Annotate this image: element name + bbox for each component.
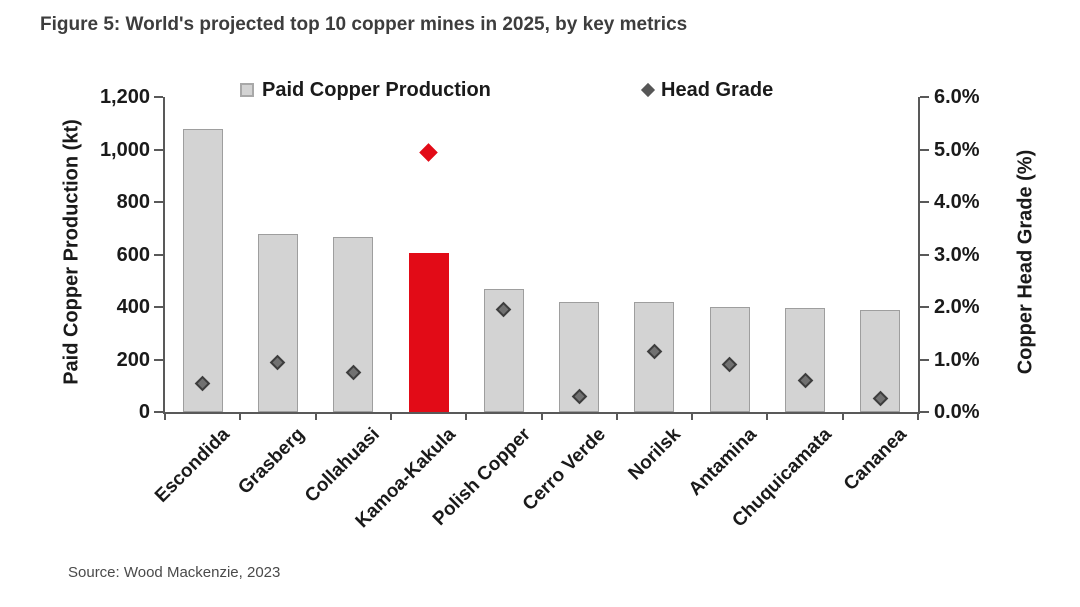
right-axis-tick — [920, 306, 929, 308]
category-label: Norilsk — [624, 424, 686, 485]
category-label: Escondida — [150, 424, 234, 507]
x-axis-tick — [239, 414, 242, 420]
category-label: Antamina — [684, 424, 761, 501]
category-label: Grasberg — [234, 424, 309, 499]
category-label: Kamoa-Kakula — [351, 424, 460, 533]
right-axis-tick — [920, 148, 929, 151]
left-axis-tick — [154, 253, 163, 256]
x-axis-tick — [691, 414, 694, 420]
right-axis-tick-label: 3.0% — [934, 243, 980, 266]
legend-head-grade-label: Head Grade — [661, 78, 774, 101]
left-axis-tick — [154, 148, 163, 151]
x-axis-tick — [465, 414, 468, 420]
left-axis-tick-label: 400 — [116, 296, 150, 318]
legend-item-head-grade: Head Grade — [640, 78, 774, 102]
category-label: Chuquicamata — [728, 424, 836, 532]
right-axis-tick-label: 6.0% — [934, 86, 980, 108]
left-axis-tick — [154, 201, 163, 203]
diamond-swatch-icon — [640, 82, 656, 98]
left-axis-tick — [154, 96, 163, 98]
left-axis-tick-label: 600 — [116, 243, 150, 266]
bar-swatch-icon — [240, 83, 254, 97]
bottom-axis-line — [163, 412, 920, 414]
right-axis-tick-label: 2.0% — [934, 296, 980, 318]
category-label: Polish Copper — [428, 424, 535, 530]
x-axis-tick — [615, 414, 618, 420]
right-axis-tick — [920, 201, 929, 203]
left-axis-tick-label: 0 — [138, 401, 150, 423]
x-axis-tick — [917, 414, 919, 420]
x-axis-tick — [540, 414, 543, 420]
left-axis-tick-label: 1,200 — [99, 86, 150, 108]
category-label: Cerro Verde — [518, 424, 610, 516]
category-label: Collahuasi — [301, 424, 385, 507]
right-axis-tick-label: 0.0% — [934, 401, 980, 423]
bar-chuquicamata — [785, 308, 826, 412]
bar-grasberg — [257, 233, 298, 412]
bar-collahuasi — [333, 237, 374, 412]
right-axis-tick-label: 4.0% — [934, 191, 980, 213]
right-axis-tick — [920, 411, 929, 413]
bar-escondida — [182, 128, 223, 412]
source-note: Source: Wood Mackenzie, 2023 — [68, 564, 281, 581]
legend-production-label: Paid Copper Production — [262, 78, 491, 101]
left-axis-line — [163, 97, 165, 414]
legend-item-production: Paid Copper Production — [240, 78, 491, 102]
x-axis-tick — [314, 414, 317, 420]
right-axis-line — [918, 97, 920, 414]
x-axis-tick — [164, 414, 166, 420]
left-axis-tick-label: 800 — [116, 191, 150, 213]
right-axis-tick-label: 1.0% — [934, 348, 980, 371]
right-axis-tick — [920, 253, 929, 256]
category-label: Cananea — [840, 424, 912, 495]
x-axis-tick — [766, 414, 769, 420]
right-axis-tick — [920, 96, 929, 98]
head-grade-point-kamoa-kakula — [419, 142, 438, 162]
figure-title: Figure 5: World's projected top 10 coppe… — [40, 14, 688, 35]
left-axis-tick — [154, 306, 163, 308]
right-axis-tick — [920, 358, 929, 361]
left-axis-tick-label: 200 — [116, 348, 150, 371]
left-axis-tick — [154, 358, 163, 361]
left-axis-tick-label: 1,000 — [99, 138, 150, 161]
bar-kamoa-kakula — [408, 253, 449, 412]
x-axis-tick — [389, 414, 392, 420]
x-axis-tick — [841, 414, 844, 420]
right-axis-tick-label: 5.0% — [934, 138, 980, 161]
left-axis-tick — [154, 411, 163, 413]
